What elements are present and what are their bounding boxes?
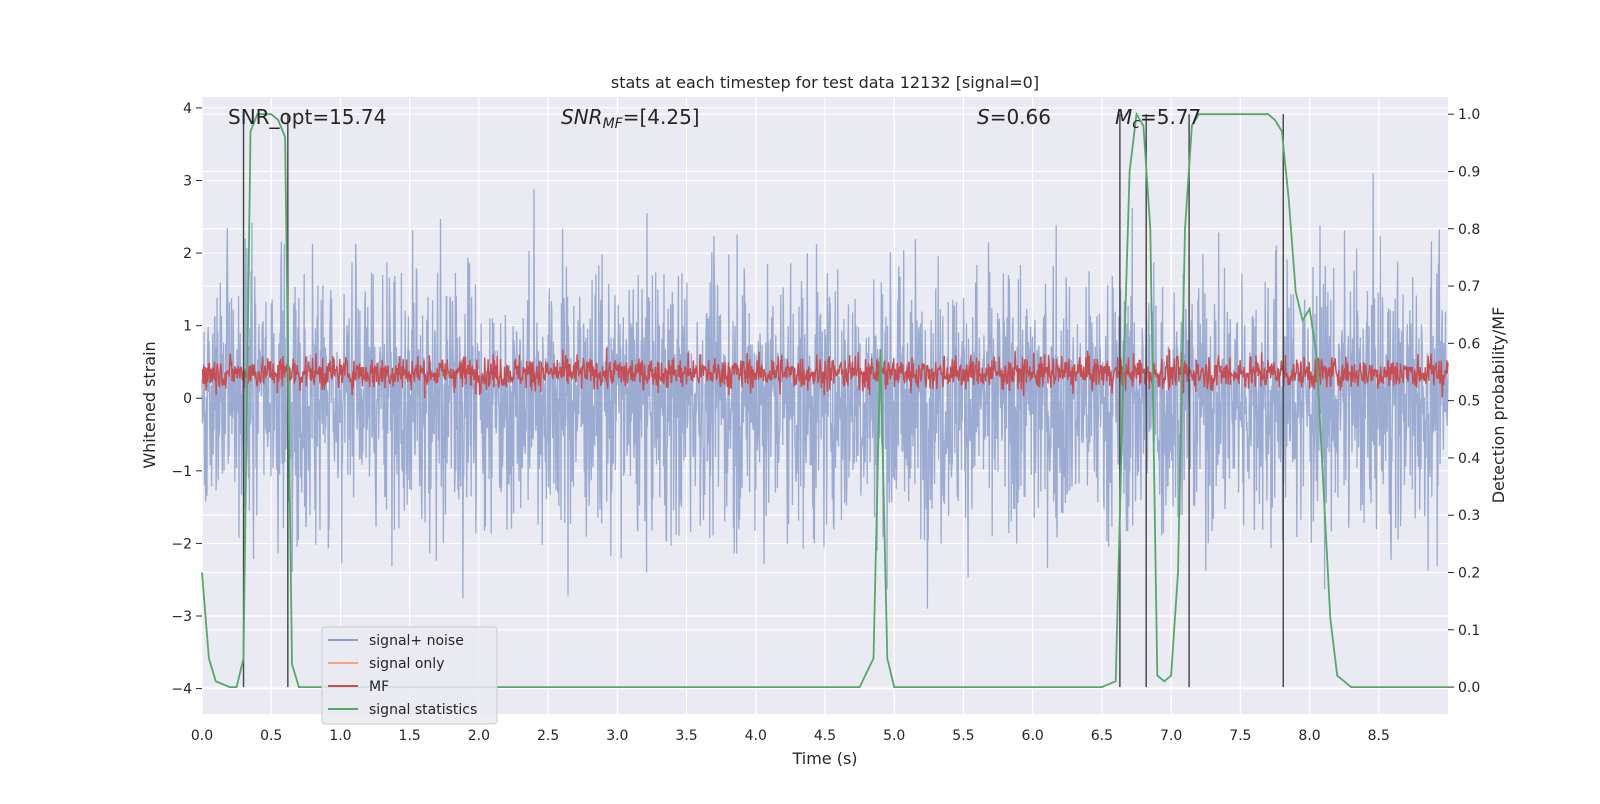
x-tick-label: 7.5 [1229,728,1251,744]
annotation-snr-opt: SNR_opt=15.74 [228,105,386,129]
series-mf-line [201,347,1449,399]
annotation-s-stat: S=0.66 [977,105,1051,129]
y2-axis-label: Detection probability/MF [1489,307,1508,504]
y2-tick-label: 0.0 [1458,680,1480,696]
x-tick-label: 0.0 [191,728,213,744]
y2-tick-label: 0.5 [1458,394,1480,410]
x-tick-label: 1.5 [399,728,421,744]
y-tick-label: 1 [183,319,192,335]
x-tick-label: 1.0 [329,728,351,744]
x-tick-label: 2.0 [468,728,490,744]
y-tick-label: −1 [171,464,192,480]
y-tick-label: 4 [183,101,192,117]
x-tick-label: 8.0 [1298,728,1320,744]
x-tick-label: 4.5 [814,728,836,744]
y2-tick-label: 0.2 [1458,565,1480,581]
annotation-mc: Mc=5.77 [1115,105,1201,132]
y-tick-label: −3 [171,609,192,625]
x-tick-label: 4.0 [745,728,767,744]
series-signal-statistics-line [201,111,1448,688]
x-tick-label: 2.5 [537,728,559,744]
legend-label-signal-only: signal only [369,656,444,672]
y-tick-label: −4 [171,682,192,698]
chart-title: stats at each timestep for test data 121… [611,73,1039,92]
y-tick-label: 3 [183,173,192,189]
annotation-snr-mf: SNRMF=[4.25] [561,105,700,132]
x-tick-label: 7.0 [1160,728,1182,744]
legend-label-mf: MF [369,679,389,695]
y2-tick-label: 0.9 [1458,164,1480,180]
y-tick-label: −2 [171,536,192,552]
y2-tick-label: 0.8 [1458,222,1480,238]
y-axis-label: Whitened strain [140,341,159,468]
legend-label-signal-noise: signal+ noise [369,633,464,649]
y2-tick-label: 1.0 [1458,107,1480,123]
x-tick-label: 8.5 [1368,728,1390,744]
y-tick-label: 2 [183,246,192,262]
x-tick-label: 3.5 [675,728,697,744]
y2-tick-label: 0.7 [1458,279,1480,295]
x-tick-label: 6.5 [1091,728,1113,744]
y2-tick-label: 0.1 [1458,623,1480,639]
x-tick-label: 5.0 [883,728,905,744]
y2-tick-label: 0.4 [1458,451,1480,467]
x-axis-label: Time (s) [791,749,857,768]
legend-box [321,626,498,725]
x-tick-label: 0.5 [260,728,282,744]
x-tick-label: 5.5 [952,728,974,744]
data-series [201,172,1449,609]
y2-tick-label: 0.3 [1458,508,1480,524]
y2-tick-label: 0.6 [1458,336,1480,352]
vertical-markers [201,111,1448,688]
legend: signal+ noise signal only MF signal stat… [321,626,498,725]
legend-label-signal-statistics: signal statistics [369,702,477,718]
tick-labels: 0.0 0.5 1.0 1.5 2.0 2.5 3.0 3.5 4.0 4.5 5.0 5.5 6.0 6… [171,101,1480,744]
x-tick-label: 3.0 [606,728,628,744]
y-tick-label: 0 [183,391,192,407]
x-tick-label: 6.0 [1022,728,1044,744]
